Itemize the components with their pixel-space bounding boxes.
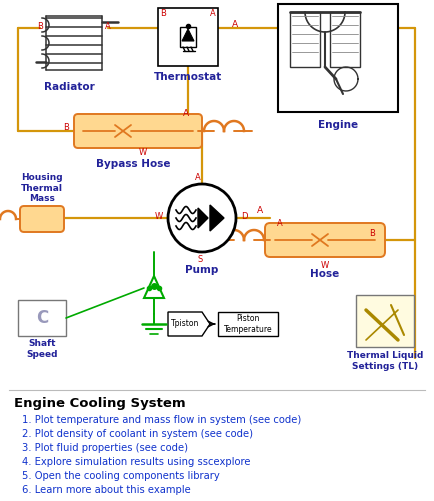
FancyBboxPatch shape xyxy=(20,206,64,232)
Text: 4. Explore simulation results using sscexplore: 4. Explore simulation results using ssce… xyxy=(22,457,250,467)
Text: A: A xyxy=(183,109,189,118)
Text: Thermostat: Thermostat xyxy=(154,72,222,82)
Bar xyxy=(18,300,66,336)
Text: C: C xyxy=(36,309,48,327)
Text: Bypass Hose: Bypass Hose xyxy=(96,159,170,169)
Text: Tpiston: Tpiston xyxy=(171,320,199,329)
Text: A: A xyxy=(195,172,201,181)
Text: Engine: Engine xyxy=(318,120,358,130)
Text: 3. Plot fluid properties (see code): 3. Plot fluid properties (see code) xyxy=(22,443,188,453)
Bar xyxy=(278,4,398,112)
Text: D: D xyxy=(241,211,247,220)
Text: Shaft
Speed: Shaft Speed xyxy=(26,339,58,359)
Polygon shape xyxy=(182,29,194,41)
Text: A: A xyxy=(257,205,263,214)
Text: Hose: Hose xyxy=(310,269,340,279)
Text: 1. Plot temperature and mass flow in system (see code): 1. Plot temperature and mass flow in sys… xyxy=(22,415,301,425)
Text: 2. Plot density of coolant in system (see code): 2. Plot density of coolant in system (se… xyxy=(22,429,253,439)
Polygon shape xyxy=(210,205,224,231)
Text: Radiator: Radiator xyxy=(44,82,94,92)
Text: A: A xyxy=(277,218,283,227)
Text: 5. Open the cooling components library: 5. Open the cooling components library xyxy=(22,471,220,481)
Text: A: A xyxy=(105,22,111,31)
Polygon shape xyxy=(198,208,208,228)
FancyBboxPatch shape xyxy=(265,223,385,257)
Text: Thermal Liquid
Settings (TL): Thermal Liquid Settings (TL) xyxy=(347,351,423,371)
Polygon shape xyxy=(168,312,210,336)
FancyBboxPatch shape xyxy=(74,114,202,148)
Text: Pump: Pump xyxy=(185,265,219,275)
Bar xyxy=(356,295,414,347)
Bar xyxy=(158,8,218,66)
Text: B: B xyxy=(369,228,375,237)
Polygon shape xyxy=(144,276,164,298)
Text: Engine Cooling System: Engine Cooling System xyxy=(14,397,186,410)
Text: W: W xyxy=(321,261,329,270)
Text: S: S xyxy=(197,255,203,264)
Text: W: W xyxy=(139,147,147,156)
Text: 6. Learn more about this example: 6. Learn more about this example xyxy=(22,485,191,495)
Text: B: B xyxy=(37,22,43,31)
Text: A: A xyxy=(210,9,216,18)
Text: B: B xyxy=(63,123,69,131)
Bar xyxy=(218,312,278,336)
Bar xyxy=(180,27,196,47)
Text: Housing
Thermal
Mass: Housing Thermal Mass xyxy=(21,173,63,203)
Text: A: A xyxy=(232,20,238,29)
Text: W: W xyxy=(155,211,163,220)
Bar xyxy=(290,12,320,67)
Circle shape xyxy=(168,184,236,252)
Bar xyxy=(330,12,360,67)
Text: B: B xyxy=(160,9,166,18)
Text: Piston
Temperature: Piston Temperature xyxy=(224,314,272,334)
